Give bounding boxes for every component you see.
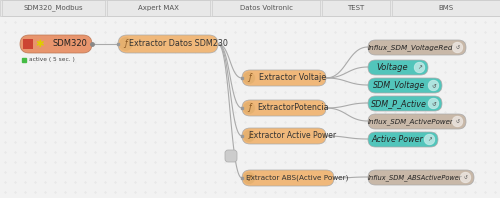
FancyBboxPatch shape bbox=[20, 35, 92, 53]
Text: ƒ: ƒ bbox=[124, 39, 127, 49]
Circle shape bbox=[243, 130, 255, 142]
FancyBboxPatch shape bbox=[368, 40, 466, 55]
Text: Influx_SDM_VoltageRed: Influx_SDM_VoltageRed bbox=[368, 44, 454, 51]
Text: Active Power: Active Power bbox=[371, 135, 423, 144]
Bar bbox=[322, 0, 390, 16]
Text: ƒ: ƒ bbox=[248, 73, 250, 83]
Text: ExtractorPotencia: ExtractorPotencia bbox=[257, 104, 329, 112]
FancyBboxPatch shape bbox=[368, 60, 428, 75]
FancyBboxPatch shape bbox=[368, 132, 438, 147]
Text: ƒ: ƒ bbox=[248, 133, 250, 139]
Text: Axpert MAX: Axpert MAX bbox=[138, 5, 179, 11]
FancyBboxPatch shape bbox=[242, 70, 326, 86]
Circle shape bbox=[243, 102, 255, 114]
Circle shape bbox=[428, 80, 439, 91]
Text: Influx_SDM_ABSActivePower: Influx_SDM_ABSActivePower bbox=[368, 174, 462, 181]
Text: ↺: ↺ bbox=[456, 45, 460, 50]
Text: ƒ: ƒ bbox=[248, 175, 250, 181]
FancyBboxPatch shape bbox=[118, 35, 218, 53]
Text: Extractor Voltaje: Extractor Voltaje bbox=[260, 73, 326, 83]
Text: ƒ: ƒ bbox=[248, 104, 250, 112]
Circle shape bbox=[414, 62, 425, 73]
Text: SDM_P_Active: SDM_P_Active bbox=[371, 99, 427, 108]
Text: Datos Voltronic: Datos Voltronic bbox=[240, 5, 292, 11]
Circle shape bbox=[243, 72, 255, 84]
FancyBboxPatch shape bbox=[368, 114, 466, 129]
Text: SDM320_Modbus: SDM320_Modbus bbox=[24, 5, 84, 11]
Text: ↗: ↗ bbox=[427, 137, 432, 142]
Text: ↺: ↺ bbox=[431, 101, 436, 106]
Bar bbox=[2, 0, 105, 16]
Text: BMS: BMS bbox=[438, 5, 454, 11]
Circle shape bbox=[460, 172, 471, 183]
Circle shape bbox=[119, 37, 132, 51]
FancyBboxPatch shape bbox=[225, 150, 237, 162]
Bar bbox=[212, 0, 320, 16]
Circle shape bbox=[452, 42, 463, 53]
FancyBboxPatch shape bbox=[242, 128, 326, 144]
FancyBboxPatch shape bbox=[368, 170, 474, 185]
Text: ✱: ✱ bbox=[36, 39, 44, 49]
Bar bbox=[0, 0, 500, 16]
Circle shape bbox=[452, 116, 463, 127]
Bar bbox=[107, 0, 210, 16]
Text: SDM_Voltage: SDM_Voltage bbox=[373, 81, 425, 90]
Text: active ( 5 sec. ): active ( 5 sec. ) bbox=[29, 57, 75, 63]
Bar bbox=[392, 0, 500, 16]
Text: Extractor Active Power: Extractor Active Power bbox=[250, 131, 336, 141]
Bar bbox=[23, 39, 33, 49]
Text: ↗: ↗ bbox=[417, 65, 422, 70]
Text: Voltage: Voltage bbox=[376, 63, 408, 72]
Text: Extractor ABS(Active Power): Extractor ABS(Active Power) bbox=[246, 175, 348, 181]
Text: TEST: TEST bbox=[348, 5, 364, 11]
Text: ↺: ↺ bbox=[431, 83, 436, 88]
FancyBboxPatch shape bbox=[242, 170, 334, 186]
FancyBboxPatch shape bbox=[368, 96, 442, 111]
Text: Extractor Datos SDM230: Extractor Datos SDM230 bbox=[128, 39, 228, 49]
Text: SDM320: SDM320 bbox=[52, 39, 88, 49]
Text: Influx_SDM_ActivePower: Influx_SDM_ActivePower bbox=[368, 118, 454, 125]
Circle shape bbox=[428, 98, 439, 109]
Circle shape bbox=[424, 134, 435, 145]
Text: ↺: ↺ bbox=[464, 175, 468, 180]
Text: ↺: ↺ bbox=[456, 119, 460, 124]
Circle shape bbox=[243, 172, 255, 184]
FancyBboxPatch shape bbox=[242, 100, 326, 116]
FancyBboxPatch shape bbox=[368, 78, 442, 93]
